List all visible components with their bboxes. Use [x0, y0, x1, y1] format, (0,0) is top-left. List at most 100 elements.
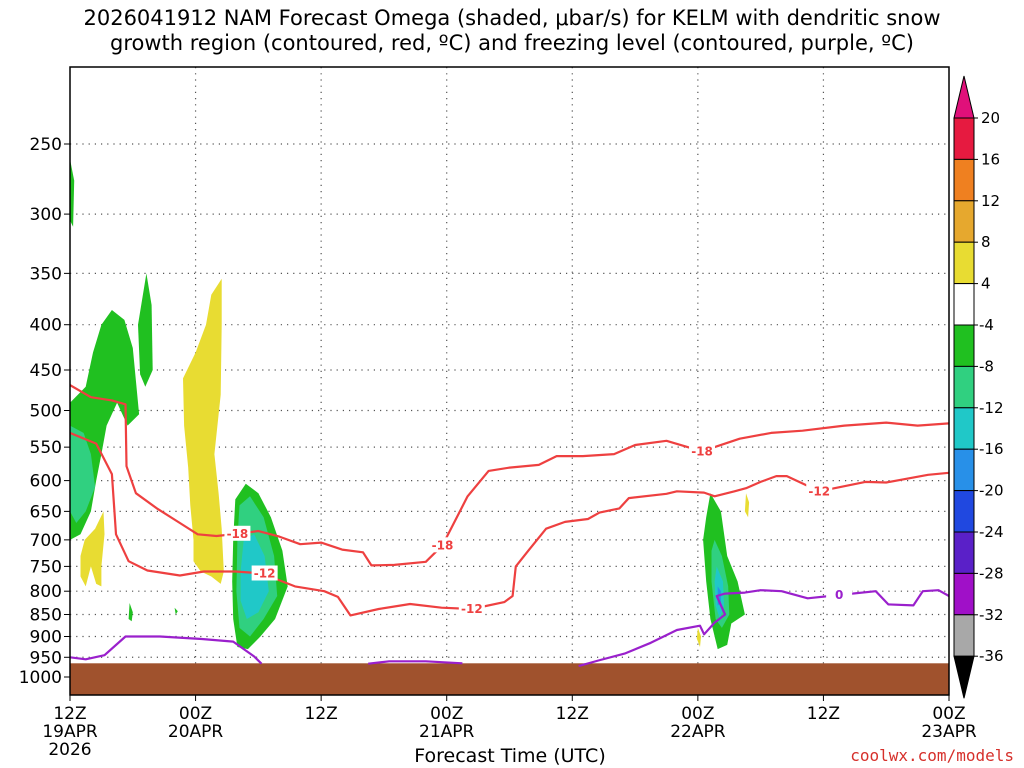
dgz-label-bg-1-1	[458, 601, 485, 617]
colorbar-label-0: 20	[981, 109, 1000, 127]
y-tick-label-1000: 1000	[19, 668, 62, 688]
dgz-label-bg-1-2	[806, 483, 833, 499]
colorbar-swatch-1	[953, 158, 975, 202]
x-axis-label: Forecast Time (UTC)	[414, 745, 606, 767]
colorbar-top-arrow	[953, 75, 975, 119]
y-tick-label-400: 400	[30, 316, 62, 336]
y-tick-label-800: 800	[30, 582, 62, 602]
omega-shading-layer	[70, 159, 750, 650]
freezing-level-label-bg-2-0	[826, 587, 853, 603]
freezing-level-contour-2	[578, 589, 949, 668]
contour-layer	[70, 384, 949, 668]
x-tick-label-0-1: 19APR	[42, 722, 98, 742]
y-tick-label-750: 750	[30, 557, 62, 577]
y-tick-label-300: 300	[30, 205, 62, 225]
colorbar-label-8: -16	[979, 440, 1004, 458]
colorbar-swatch-0	[953, 117, 975, 160]
y-tick-label-850: 850	[30, 606, 62, 626]
colorbar: 20 16 12 8 4 -4 -8 -12 -16 -20 -24 -28 -32 -36	[953, 75, 1004, 699]
colorbar-swatch-9	[953, 490, 975, 533]
y-tick-label-700: 700	[30, 531, 62, 551]
colorbar-swatch-12	[953, 614, 975, 657]
y-tick-label-350: 350	[30, 264, 62, 284]
x-tick-label-5-0: 00Z	[681, 704, 714, 724]
colorbar-label-12: -32	[979, 606, 1004, 624]
x-tick-label-1-0: 00Z	[179, 704, 212, 724]
dgz-label-bg-0-0	[224, 525, 251, 541]
axis-layer: 2503003504004505005506006507007508008509…	[19, 135, 977, 760]
dgz-contour-1	[70, 431, 949, 617]
y-tick-label-950: 950	[30, 648, 62, 668]
dgz-contour-0	[70, 384, 949, 567]
x-tick-label-0-0: 12Z	[53, 704, 86, 724]
colorbar-label-4: 4	[981, 275, 991, 293]
credit-link[interactable]: coolwx.com/models	[850, 746, 1014, 765]
dgz-label-bg-0-1	[689, 443, 716, 459]
y-tick-label-500: 500	[30, 402, 62, 422]
omega-region-15	[744, 493, 750, 518]
dgz-label-0-0: -18	[227, 527, 249, 541]
colorbar-swatch-10	[953, 531, 975, 574]
x-tick-label-4-0: 12Z	[556, 704, 589, 724]
chart-title-line-1: 2026041912 NAM Forecast Omega (shaded, μ…	[83, 6, 941, 30]
colorbar-bottom-arrow	[953, 655, 975, 699]
plot-frame	[69, 66, 950, 696]
dgz-label-1-2: -12	[808, 484, 830, 498]
colorbar-swatch-2	[953, 200, 975, 243]
x-tick-label-0-2: 2026	[48, 740, 91, 760]
x-tick-label-1-1: 20APR	[168, 722, 224, 742]
omega-region-16	[696, 627, 701, 647]
colorbar-swatch-8	[953, 448, 975, 492]
y-tick-label-900: 900	[30, 627, 62, 647]
colorbar-label-1: 16	[981, 150, 1000, 168]
x-tick-label-6-0: 12Z	[807, 704, 840, 724]
colorbar-label-11: -28	[979, 564, 1004, 582]
colorbar-label-5: -4	[979, 316, 994, 334]
colorbar-swatch-11	[953, 572, 975, 616]
dgz-label-0-2: -18	[432, 538, 454, 552]
y-tick-label-550: 550	[30, 438, 62, 458]
chart-title: 2026041912 NAM Forecast Omega (shaded, μ…	[0, 6, 1024, 56]
terrain-band	[70, 663, 949, 695]
dgz-label-bg-0-2	[429, 537, 456, 553]
terrain-layer	[70, 663, 949, 695]
omega-region-13	[183, 278, 224, 584]
colorbar-label-6: -8	[979, 357, 994, 375]
colorbar-label-2: 12	[981, 192, 1000, 210]
colorbar-label-3: 8	[981, 233, 991, 251]
x-tick-label-7-0: 00Z	[932, 704, 965, 724]
colorbar-label-7: -12	[979, 399, 1004, 417]
dgz-label-bg-1-0	[251, 565, 278, 581]
colorbar-label-9: -20	[979, 482, 1004, 500]
colorbar-swatch-4	[953, 283, 975, 326]
x-tick-label-5-1: 22APR	[670, 722, 726, 742]
freezing-level-label-2-0: 0	[835, 588, 843, 602]
colorbar-swatch-6	[953, 365, 975, 409]
y-tick-label-450: 450	[30, 361, 62, 381]
dgz-label-0-1: -18	[691, 444, 713, 458]
x-tick-label-7-1: 23APR	[921, 722, 977, 742]
colorbar-swatch-7	[953, 407, 975, 450]
colorbar-swatch-5	[953, 324, 975, 367]
omega-region-5	[174, 607, 178, 615]
colorbar-swatch-3	[953, 241, 975, 285]
dgz-label-1-1: -12	[461, 602, 483, 616]
colorbar-label-10: -24	[979, 523, 1004, 541]
omega-region-4	[128, 603, 133, 622]
y-tick-label-250: 250	[30, 135, 62, 155]
omega-region-0	[70, 159, 75, 227]
omega-region-2	[138, 273, 153, 387]
freezing-level-contour-0	[70, 635, 263, 665]
colorbar-label-13: -36	[979, 647, 1004, 665]
y-tick-label-600: 600	[30, 472, 62, 492]
omega-region-14	[80, 511, 105, 587]
freezing-level-contour-1	[368, 660, 463, 665]
y-tick-label-650: 650	[30, 502, 62, 522]
x-tick-label-3-0: 00Z	[430, 704, 463, 724]
dgz-label-1-0: -12	[254, 567, 276, 581]
omega-region-3	[70, 425, 96, 523]
chart-title-line-2: growth region (contoured, red, ºC) and f…	[110, 31, 914, 55]
x-tick-label-3-1: 21APR	[419, 722, 475, 742]
contour-label-layer: -18 -18 -18 -12 -12 -12 0	[224, 443, 853, 617]
